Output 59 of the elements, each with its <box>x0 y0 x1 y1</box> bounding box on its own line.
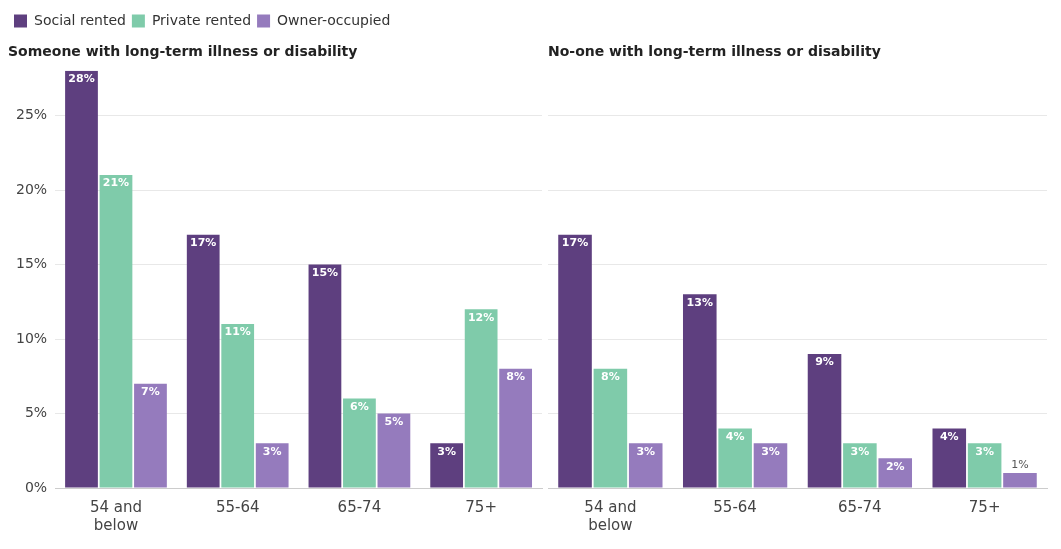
data-label: 3% <box>761 444 780 458</box>
data-label: 6% <box>350 399 369 413</box>
data-label: 4% <box>939 429 959 443</box>
bar <box>682 294 717 488</box>
data-label: 4% <box>725 429 745 443</box>
bar <box>134 383 167 488</box>
data-label: 1% <box>1011 458 1029 472</box>
data-label: 3% <box>437 444 456 458</box>
y-tick-label: 10% <box>15 329 48 346</box>
bar <box>593 368 628 488</box>
x-tick-label: 55-64 <box>713 497 757 516</box>
data-label: 13% <box>686 295 713 309</box>
bar <box>186 234 220 488</box>
bar <box>932 428 967 488</box>
legend-label: Private rented <box>151 11 252 28</box>
legend-label: Social rented <box>34 11 126 28</box>
data-label: 11% <box>224 325 251 339</box>
data-label: 5% <box>384 414 404 428</box>
data-label: 3% <box>850 444 870 458</box>
data-label: 28% <box>68 72 95 86</box>
data-label: 17% <box>561 236 589 250</box>
x-tick-label: 54 and below <box>584 497 637 534</box>
data-label: 2% <box>885 459 905 473</box>
legend-label: Owner-occupied <box>277 11 391 28</box>
bar <box>499 368 533 488</box>
y-tick-label: 25% <box>15 106 48 123</box>
data-label: 3% <box>262 444 282 458</box>
data-label: 9% <box>815 355 834 369</box>
y-tick-label: 0% <box>24 478 48 495</box>
chart-title: No-one with long-term illness or disability <box>548 43 881 60</box>
x-tick-label: 54 and below <box>89 497 143 534</box>
bar <box>558 234 592 488</box>
data-label: 12% <box>467 310 495 324</box>
data-label: 7% <box>141 385 160 399</box>
data-label: 21% <box>102 176 130 190</box>
data-label: 17% <box>190 236 217 250</box>
bar <box>221 324 255 488</box>
x-tick-label: 55-64 <box>215 497 260 516</box>
bar <box>65 70 98 488</box>
x-tick-label: 65-74 <box>838 497 882 516</box>
data-label: 8% <box>601 370 620 384</box>
data-label: 15% <box>311 265 339 279</box>
data-label: 3% <box>975 444 994 458</box>
y-tick-label: 15% <box>15 255 48 272</box>
data-label: 8% <box>506 370 525 384</box>
data-label: 3% <box>636 444 656 458</box>
bar <box>464 309 498 488</box>
bar <box>718 428 752 488</box>
bar <box>343 398 376 488</box>
y-tick-label: 20% <box>15 180 48 197</box>
y-tick-label: 5% <box>24 404 48 421</box>
bar <box>1003 473 1037 488</box>
bar <box>99 175 133 488</box>
x-tick-label: 75+ <box>465 497 497 516</box>
chart-title: Someone with long-term illness or disability <box>8 43 358 60</box>
x-tick-label: 75+ <box>968 497 1001 516</box>
bar <box>308 264 342 488</box>
x-tick-label: 65-74 <box>337 497 382 516</box>
bar <box>807 353 842 488</box>
